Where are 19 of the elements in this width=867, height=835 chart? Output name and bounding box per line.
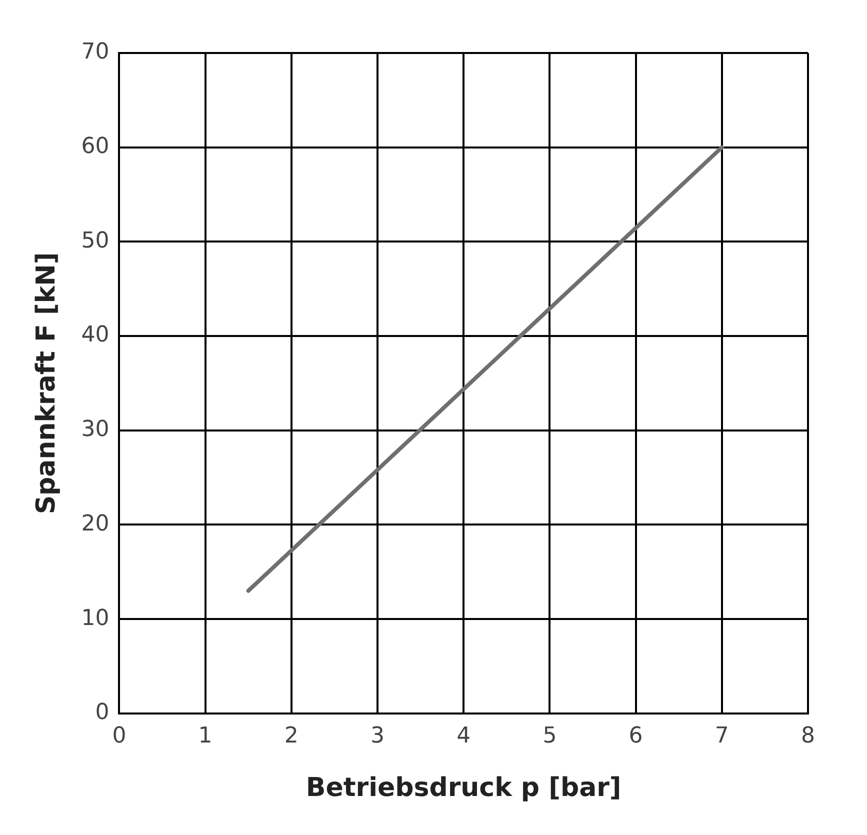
x-axis-title: Betriebsdruck p [bar] <box>306 773 622 804</box>
y-tick-label: 60 <box>81 134 110 160</box>
y-axis-title: Spannkraft F [kN] <box>31 252 62 514</box>
y-tick-label: 70 <box>81 40 110 65</box>
x-tick-label: 4 <box>456 723 471 748</box>
x-tick-label: 2 <box>284 723 298 748</box>
x-tick-label: 3 <box>370 723 384 748</box>
x-tick-label: 6 <box>628 723 643 748</box>
x-tick-label: 5 <box>542 723 557 748</box>
y-tick-label: 10 <box>81 606 110 631</box>
x-tick-label: 1 <box>198 723 212 748</box>
x-tick-label: 0 <box>112 723 126 748</box>
y-tick-label: 40 <box>81 322 110 348</box>
y-tick-label: 20 <box>81 511 110 536</box>
y-tick-label: 50 <box>81 228 110 254</box>
y-tick-label: 30 <box>81 417 110 442</box>
x-tick-label: 8 <box>801 723 815 748</box>
y-tick-label: 0 <box>95 700 110 726</box>
x-tick-label: 7 <box>714 723 729 748</box>
